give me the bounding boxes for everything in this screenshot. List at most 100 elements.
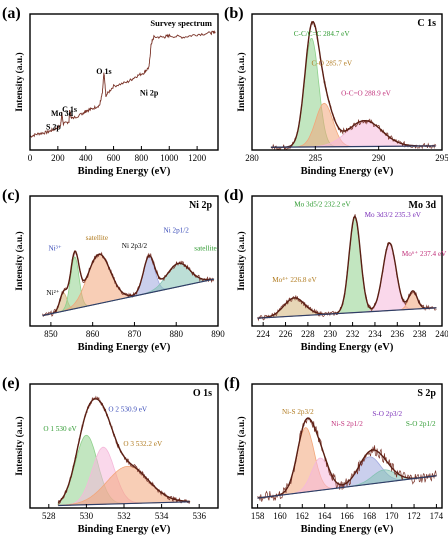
peak-annotation: Ni³⁺ — [48, 245, 61, 253]
axes-frame — [251, 383, 443, 509]
peak-annotation: Mo⁴⁺ 226.8 eV — [272, 276, 317, 284]
plot-area — [257, 214, 437, 322]
peak-annotation: O 3 532.2 eV — [123, 440, 163, 448]
panel-title: O 1s — [193, 388, 212, 399]
x-tick-label: 280 — [245, 153, 259, 163]
plot-area — [30, 29, 216, 138]
y-axis-label: Intensity (a.u.) — [236, 52, 247, 111]
x-tick-label: 200 — [51, 153, 65, 163]
peak-annotation: O-C=O 288.9 eV — [341, 90, 392, 98]
x-tick-label: 162 — [296, 511, 310, 521]
peak-annotation: Mo 3d5/2 232.2 eV — [294, 200, 351, 208]
x-tick-label: 290 — [372, 153, 386, 163]
panel-f: 158 160 162 164 166 168 170 172 174 Binding Energ… — [224, 375, 444, 535]
x-tick-label: 170 — [385, 511, 399, 521]
panel-b: 280 285 290 295 Binding Energy (eV) Intensity… — [224, 5, 448, 177]
x-tick-label: 890 — [211, 329, 225, 339]
peak-annotation: satellite — [194, 245, 216, 253]
x-axis-label: Binding Energy (eV) — [78, 524, 171, 535]
x-tick-label: 800 — [135, 153, 149, 163]
y-axis-label: Intensity (a.u.) — [14, 52, 25, 111]
panel-d: 224 226 228 230 232 234 236 238 240 Binding Energ… — [224, 187, 448, 353]
peak-annotation: Ni²⁺ — [46, 289, 59, 297]
axes-frame — [251, 195, 443, 327]
peak-fill-1 — [257, 427, 437, 499]
peak-annotation: C-O 285.7 eV — [312, 60, 353, 68]
peak-annotation: Mo 3d — [51, 109, 74, 118]
panel-label: (f) — [224, 375, 240, 392]
fit-envelope — [257, 214, 437, 319]
peak-annotation: S 2p — [46, 123, 61, 132]
panel-label: (b) — [224, 5, 244, 22]
x-tick-label: 0 — [28, 153, 33, 163]
x-tick-label: 226 — [279, 329, 293, 339]
peak-annotation: satellite — [86, 234, 108, 242]
background-line — [42, 278, 214, 317]
plot-area — [57, 395, 191, 507]
x-tick-label: 285 — [309, 153, 323, 163]
panel-title: S 2p — [417, 388, 436, 399]
x-tick-label: 860 — [86, 329, 100, 339]
x-tick-label: 166 — [340, 511, 354, 521]
panel-label: (a) — [2, 5, 21, 22]
x-tick-label: 880 — [169, 329, 183, 339]
panel-label: (c) — [2, 187, 20, 204]
peak-annotation: O 2 530.9 eV — [108, 405, 148, 413]
y-axis-label: Intensity (a.u.) — [14, 231, 25, 290]
x-tick-label: 870 — [128, 329, 142, 339]
background-line — [257, 475, 437, 499]
panel-e: 528 530 532 534 536 Binding Energy (eV) Intens… — [2, 375, 219, 535]
x-tick-label: 240 — [435, 329, 448, 339]
background-line — [270, 145, 436, 148]
peak-annotation: Ni-S 2p3/2 — [282, 408, 314, 416]
x-tick-label: 532 — [117, 511, 131, 521]
peak-annotation: Ni-S 2p1/2 — [331, 420, 363, 428]
x-tick-label: 1200 — [188, 153, 207, 163]
plot-area — [270, 20, 438, 150]
peak-annotation: O 1 530 eV — [43, 425, 77, 433]
background-line — [58, 501, 190, 507]
peak-annotation: O 1s — [96, 67, 111, 76]
background-line — [257, 307, 437, 319]
peak-annotation: Mo 3d3/2 235.3 eV — [365, 211, 422, 219]
panel-title: C 1s — [417, 18, 436, 29]
peak-annotation: Ni 2p1/2 — [164, 226, 190, 234]
x-tick-label: 160 — [273, 511, 287, 521]
peak-annotation: C 1s — [62, 105, 77, 114]
x-tick-label: 295 — [435, 153, 448, 163]
x-tick-label: 530 — [80, 511, 94, 521]
fit-envelope — [42, 250, 214, 317]
x-tick-label: 168 — [363, 511, 377, 521]
peak-annotation: C-C/C=C 284.7 eV — [294, 30, 351, 38]
fit-envelope — [271, 20, 436, 148]
panel-title: Survey spectrum — [150, 18, 212, 28]
axes-frame — [29, 13, 219, 151]
panel-title: Mo 3d — [409, 200, 437, 211]
x-tick-label: 600 — [107, 153, 121, 163]
peak-annotation: S-O 2p1/2 — [406, 420, 436, 428]
fit-envelope — [257, 417, 437, 499]
panel-c: 850 860 870 880 890 Binding Energy (eV) Intens… — [2, 187, 225, 353]
x-tick-label: 536 — [192, 511, 206, 521]
x-tick-label: 158 — [251, 511, 265, 521]
x-axis-label: Binding Energy (eV) — [301, 524, 394, 535]
peak-annotation: S-O 2p3/2 — [372, 410, 402, 418]
x-tick-label: 528 — [42, 511, 56, 521]
x-tick-label: 234 — [368, 329, 382, 339]
x-tick-label: 850 — [44, 329, 58, 339]
panel-label: (e) — [2, 375, 20, 392]
fit-envelope — [57, 398, 190, 504]
x-tick-label: 232 — [346, 329, 360, 339]
axes-frame — [251, 13, 443, 151]
x-tick-label: 1000 — [160, 153, 179, 163]
x-tick-label: 174 — [430, 511, 444, 521]
panel-a: 0 200 400 600 800 1000 1200 Binding Energy (eV)… — [2, 5, 219, 177]
peak-annotation: Ni 2p3/2 — [122, 242, 148, 250]
x-tick-label: 400 — [79, 153, 93, 163]
axes-frame — [29, 195, 219, 327]
x-tick-label: 228 — [301, 329, 315, 339]
x-tick-label: 224 — [256, 329, 270, 339]
panel-label: (d) — [224, 187, 244, 204]
plot-area — [257, 417, 437, 502]
